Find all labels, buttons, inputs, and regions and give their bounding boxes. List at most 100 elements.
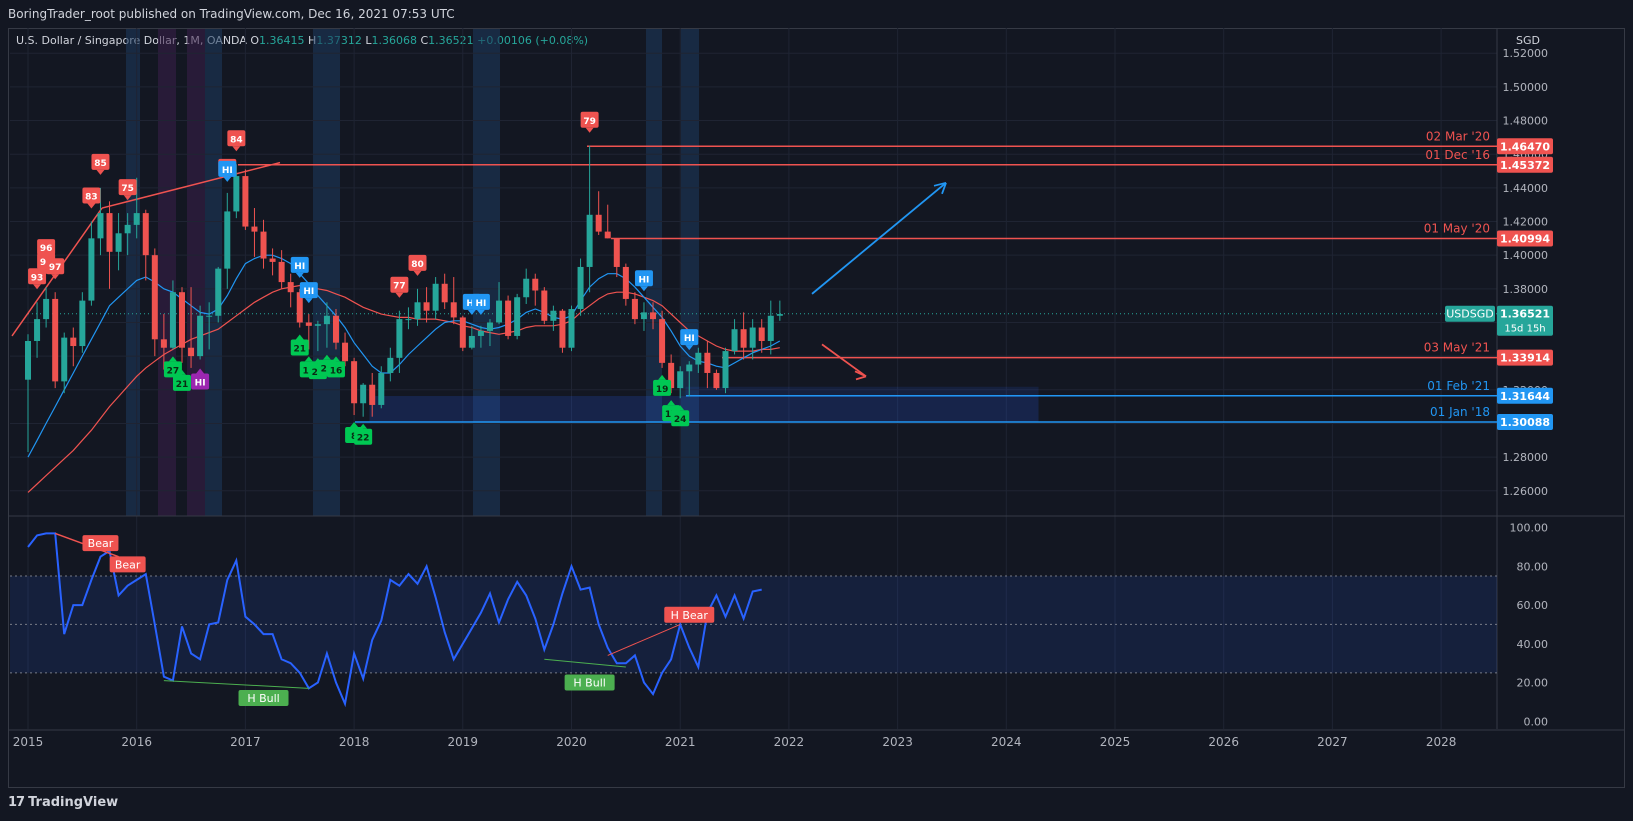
signal-band [473, 29, 500, 516]
signal-band [187, 29, 205, 516]
time-tick-label: 2026 [1208, 735, 1239, 749]
signal-marker: HI [634, 270, 653, 292]
signal-marker: HI [680, 329, 699, 351]
tradingview-logo-icon: 17 [8, 795, 25, 810]
candle-body [459, 317, 466, 348]
candle-body [260, 231, 267, 259]
candle-body [749, 327, 756, 348]
rsi-annotation-tag [109, 556, 146, 573]
signal-band [313, 29, 340, 516]
signal-label: HI [475, 299, 486, 309]
signal-marker: 96 [37, 239, 56, 261]
candle-body [686, 364, 693, 372]
arrow-head-icon [933, 181, 947, 195]
rsi-annotation-label: H Bull [573, 677, 605, 690]
candle-body [296, 292, 303, 323]
candle-body [106, 213, 113, 252]
candle-body [197, 315, 204, 357]
signal-label: 21 [293, 345, 306, 355]
rsi-line [27, 532, 762, 708]
candle-body [767, 315, 774, 341]
price-tick-label: 1.48000 [1503, 115, 1549, 128]
candle-body [188, 347, 195, 357]
divergence-line [544, 658, 626, 668]
symbol-tag-label: USDSGD [1446, 308, 1493, 321]
rsi-tick-label: 80.00 [1517, 560, 1549, 573]
price-level-date: 01 Jan '18 [1430, 405, 1490, 419]
signal-label: 83 [85, 193, 98, 203]
candle-body [713, 372, 720, 389]
rsi-annotation-tag [564, 674, 615, 691]
price-level-value: 1.46470 [1500, 140, 1550, 153]
slow-moving-average [27, 284, 780, 493]
candle-body [532, 278, 539, 291]
close-value: 1.36521 [428, 34, 474, 47]
open-value: 1.36415 [259, 34, 305, 47]
signal-label: 97 [49, 263, 62, 273]
signal-label: 27 [167, 366, 180, 376]
price-level-tag [1497, 387, 1553, 404]
signal-marker: 84 [227, 130, 246, 152]
candle-body [604, 231, 611, 239]
candle-body [133, 213, 140, 225]
signal-label: 16 [330, 366, 343, 376]
candle-body [559, 310, 566, 348]
price-tick-label: 1.44000 [1503, 182, 1549, 195]
signal-label: 19 [656, 385, 669, 395]
signal-marker: HI [218, 160, 237, 182]
signal-label: HI [195, 379, 206, 389]
signal-marker: HI [290, 256, 309, 278]
time-tick-label: 2016 [121, 735, 152, 749]
signal-label: 19 [303, 366, 316, 376]
signal-label: HI [303, 287, 314, 297]
signal-label: 93 [31, 273, 44, 283]
candle-body [541, 290, 548, 321]
candle-body [595, 214, 602, 232]
candle-body [70, 337, 77, 347]
candle-body [224, 211, 231, 269]
price-level-value: 1.33914 [1500, 352, 1550, 365]
signal-label: 23 [312, 368, 325, 378]
signal-marker: 21 [290, 334, 309, 356]
candle-body [704, 352, 711, 373]
signal-marker: HI [299, 282, 318, 304]
candle-body [505, 300, 512, 336]
candle-body [514, 297, 521, 336]
price-tick-label: 1.40000 [1503, 249, 1549, 262]
signal-label: 96 [40, 244, 53, 254]
candle-body [486, 322, 493, 331]
candle-body [631, 298, 638, 320]
rsi-annotation-tag [238, 690, 289, 707]
candle-body [206, 315, 213, 317]
signal-marker: 21 [172, 369, 191, 391]
chart-frame [8, 28, 1625, 788]
divergence-line [607, 623, 681, 656]
signal-marker: 22 [354, 423, 373, 445]
price-level-date: 01 Dec '16 [1425, 148, 1490, 162]
candle-body [314, 324, 321, 326]
rsi-annotation-label: H Bull [247, 692, 279, 705]
rsi-annotation-label: Bear [88, 537, 114, 550]
price-level-date: 01 Feb '21 [1427, 379, 1490, 393]
candle-body [414, 302, 421, 320]
candle-body [342, 342, 349, 362]
candle-body [34, 319, 41, 341]
signal-label: HI [294, 262, 305, 272]
rsi-annotation-label: H Bear [671, 609, 709, 622]
low-value: 1.36068 [371, 34, 417, 47]
signal-label: 24 [674, 415, 687, 425]
footer-brand[interactable]: 17 TradingView [8, 795, 118, 810]
candle-body [613, 238, 620, 267]
candle-body [124, 224, 131, 234]
rsi-annotation-tag [664, 606, 715, 623]
candle-body [650, 312, 657, 320]
signal-label: 17 [665, 410, 678, 420]
candle-body [731, 329, 738, 352]
time-tick-label: 2022 [774, 735, 805, 749]
candle-body [160, 339, 167, 348]
time-tick-label: 2027 [1317, 735, 1348, 749]
symbol-tag [1445, 305, 1495, 322]
bar-countdown: 15d 15h [1504, 324, 1545, 335]
candle-body [360, 384, 367, 404]
